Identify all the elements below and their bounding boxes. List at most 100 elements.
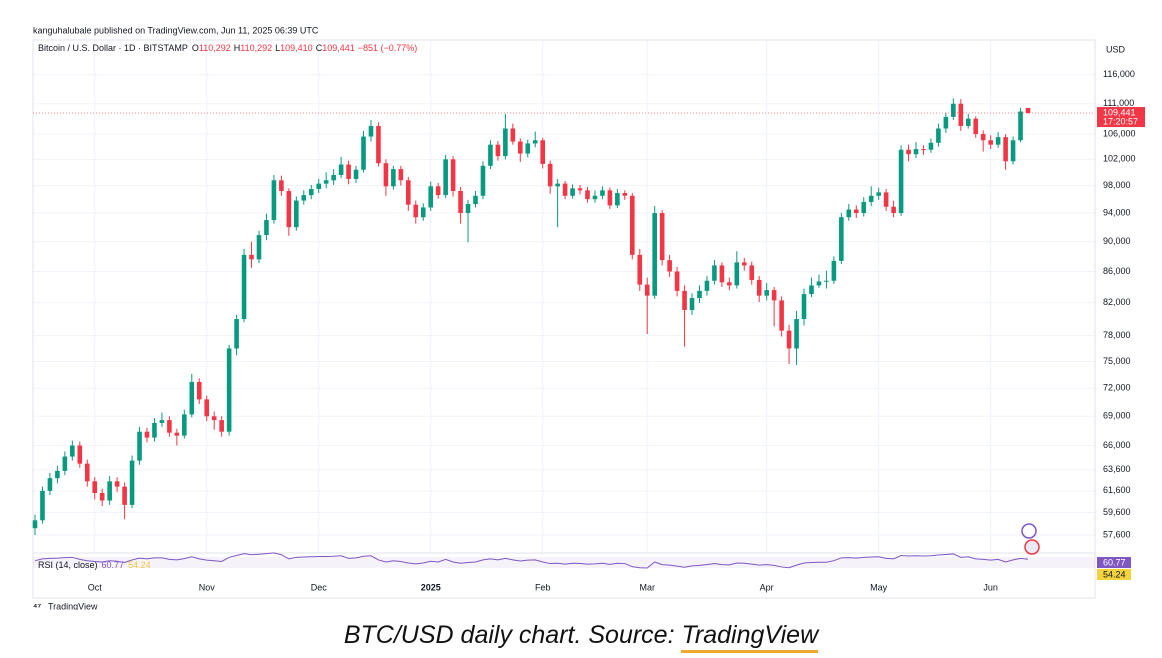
candle-body	[876, 192, 881, 196]
y-tick-label: 75,000	[1103, 356, 1131, 366]
event-icon[interactable]	[1021, 523, 1037, 539]
candle-body	[211, 416, 217, 421]
candle-body	[861, 201, 867, 214]
candle-body	[196, 381, 202, 400]
candle-body	[622, 193, 628, 196]
candle-body	[727, 282, 732, 286]
rsi-band	[33, 557, 1095, 568]
caption: BTC/USD daily chart. Source: TradingView	[0, 620, 1162, 653]
candle-body	[294, 200, 299, 228]
candle-body	[361, 136, 366, 170]
candle-body	[547, 163, 553, 187]
candle-body	[107, 481, 112, 501]
candle-body	[831, 260, 837, 281]
candle-body	[749, 265, 755, 280]
candle-body	[629, 195, 635, 255]
candle-body	[488, 144, 493, 166]
candle-body	[204, 399, 210, 417]
candle-body	[637, 254, 643, 285]
candle-body	[510, 128, 516, 142]
candle-body	[301, 195, 307, 201]
rsi-ma-tag-value: 54.24	[1103, 569, 1126, 579]
grid	[33, 40, 1095, 553]
ohlc-key: H	[234, 43, 241, 53]
candle-body	[443, 159, 448, 196]
candle-body	[234, 319, 239, 349]
candle-body	[756, 279, 762, 296]
candle-body	[413, 204, 419, 218]
footer-logo: TradingView	[48, 601, 98, 610]
candle-body	[137, 431, 142, 461]
candle-body	[883, 192, 889, 207]
candle-body	[577, 188, 583, 191]
candle-body	[712, 265, 717, 281]
flag-icon[interactable]	[1024, 539, 1040, 555]
candle-body	[980, 134, 986, 141]
y-tick-label: 61,600	[1103, 485, 1131, 495]
candle-body	[600, 190, 605, 196]
y-tick-label: 66,000	[1103, 440, 1131, 450]
candle-body	[114, 481, 120, 487]
candle-body	[308, 188, 314, 196]
candle-body	[689, 298, 695, 311]
candle-body	[936, 128, 941, 143]
candle-body	[473, 195, 478, 204]
currency: USD	[1106, 44, 1126, 54]
candle-body	[32, 520, 38, 529]
y-tick-label: 82,000	[1103, 297, 1131, 307]
candle-body	[682, 290, 687, 311]
ohlc-value: 110,292	[240, 43, 272, 53]
y-tick-label: 57,600	[1103, 529, 1131, 539]
y-tick-label: 94,000	[1103, 207, 1131, 217]
candle-body	[226, 348, 232, 432]
candle-body	[846, 209, 852, 218]
candle-body	[323, 180, 329, 184]
rsi-value: 60.77	[102, 560, 125, 570]
candle-body	[383, 163, 389, 187]
candle-body	[652, 213, 657, 296]
ohlc-key: O	[192, 43, 199, 53]
candle-body	[562, 183, 568, 196]
candle-body	[159, 420, 165, 423]
ohlc-value: 109,410	[280, 43, 313, 53]
y-tick-label: 86,000	[1103, 266, 1131, 276]
caption-link[interactable]: TradingView	[681, 620, 819, 653]
candle-body	[503, 128, 508, 157]
chart: kanguhalubale published on TradingView.c…	[32, 25, 1145, 611]
candle-body	[771, 290, 777, 301]
rsi-ma-tag	[1097, 569, 1131, 580]
candle-body	[1025, 107, 1031, 114]
logo-mark: ⁴⁷	[33, 601, 41, 610]
candle-body	[406, 180, 411, 205]
candle-body	[816, 281, 822, 286]
y-tick-label: 63,600	[1103, 464, 1131, 474]
rsi-name: RSI (14, close)	[38, 560, 98, 570]
x-tick-label: 2025	[421, 582, 441, 592]
candle-body	[928, 142, 934, 150]
rsi-legend: RSI (14, close) 60.77 54.24	[38, 560, 151, 570]
candle-body	[122, 486, 127, 505]
candle-body	[674, 271, 680, 291]
candle-body	[1003, 137, 1008, 162]
candle-body	[741, 262, 747, 266]
candle-body	[458, 191, 463, 214]
candle-body	[495, 144, 501, 157]
candle-body	[62, 456, 68, 471]
candle-body	[219, 420, 224, 432]
candle-body	[794, 319, 799, 349]
candle-body	[607, 190, 613, 206]
candle-body	[913, 149, 919, 155]
candle-body	[435, 186, 441, 196]
y-tick-label: 111,000	[1103, 98, 1134, 108]
y-tick-label: 78,000	[1103, 330, 1131, 340]
candle-body	[965, 118, 971, 127]
rsi-tag	[1097, 557, 1131, 568]
candle-body	[995, 137, 1001, 145]
ohlc-key: L	[275, 43, 280, 53]
candle-body	[70, 445, 75, 457]
candle-body	[420, 207, 426, 218]
candle-body	[921, 149, 926, 151]
candle-body	[719, 265, 725, 283]
candle-body	[704, 280, 710, 291]
x-tick-label: Apr	[760, 582, 774, 592]
